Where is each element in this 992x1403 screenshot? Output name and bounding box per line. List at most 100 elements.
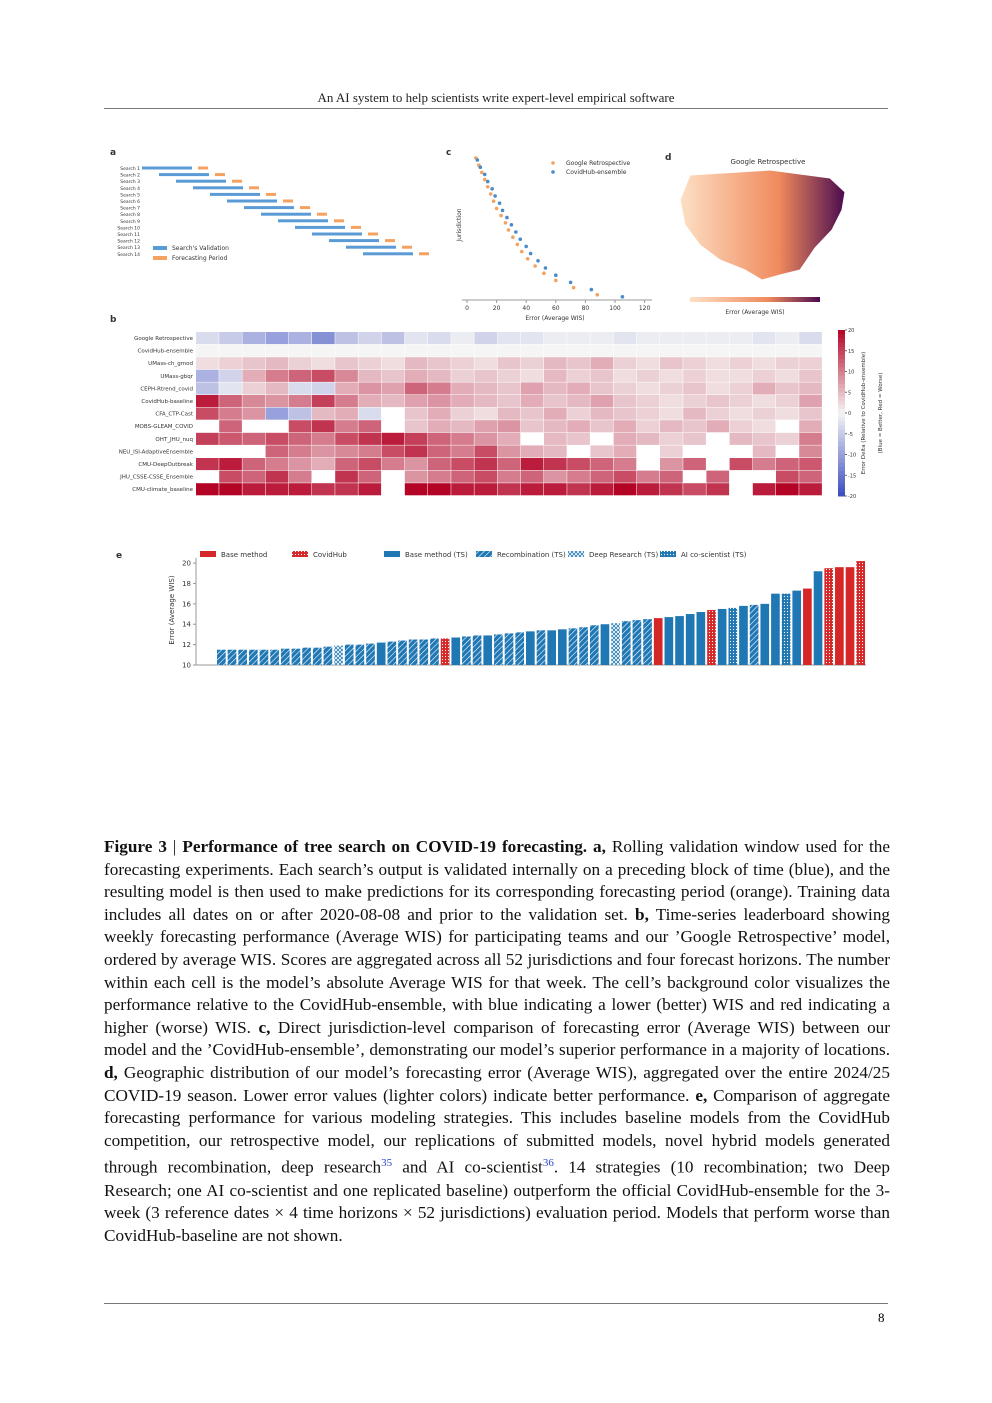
heatmap-cell	[265, 458, 289, 471]
heatmap-cell	[729, 382, 753, 395]
label: UMass-gbqr	[160, 374, 193, 380]
citation[interactable]: 36	[542, 1157, 554, 1170]
heatmap-cell	[567, 407, 590, 420]
bar	[217, 649, 226, 665]
heatmap-cell	[660, 458, 683, 471]
heatmap-cell	[404, 458, 428, 471]
heatmap-cell	[451, 420, 474, 433]
scatter-point	[514, 230, 518, 234]
heatmap-cell	[404, 357, 428, 370]
heatmap-cell	[335, 344, 358, 357]
bar	[419, 639, 429, 665]
label: c	[446, 148, 451, 158]
citation[interactable]: 35	[381, 1157, 393, 1170]
heatmap-cell	[288, 369, 312, 382]
bar	[515, 632, 525, 665]
label: Search 4	[120, 186, 140, 192]
scatter-point	[515, 242, 520, 247]
bar	[494, 634, 503, 665]
heatmap-cell	[358, 432, 382, 445]
heatmap-cell	[567, 332, 590, 345]
forecast-block	[385, 239, 395, 243]
heatmap-cell	[520, 483, 544, 496]
heatmap-cell	[776, 382, 799, 395]
heatmap-cell	[799, 445, 822, 458]
bar	[653, 618, 663, 665]
heatmap-cell	[520, 420, 544, 433]
heatmap-cell	[706, 382, 730, 395]
bar	[685, 614, 695, 665]
heatmap-cell	[683, 395, 706, 408]
label: -5	[848, 432, 853, 438]
heatmap-cell	[497, 332, 521, 345]
scatter-point	[543, 266, 548, 270]
heatmap-cell	[752, 483, 776, 496]
heatmap-cell	[312, 432, 335, 445]
bar	[675, 616, 684, 665]
label: 80	[582, 305, 590, 312]
heatmap-cell	[729, 369, 753, 382]
label: Base method (TS)	[405, 551, 468, 559]
label: b	[110, 315, 117, 325]
bar	[238, 649, 247, 665]
label: e	[116, 551, 122, 561]
heatmap-cell	[451, 407, 474, 420]
heatmap-cell	[381, 357, 405, 370]
bar	[792, 590, 802, 665]
label: 20	[848, 328, 854, 334]
heatmap-cell	[613, 344, 637, 357]
bar	[845, 567, 855, 665]
label: CMU-DeepOutbreak	[138, 462, 193, 468]
forecast-block	[419, 252, 429, 256]
validation-block	[261, 212, 311, 216]
heatmap-cell	[428, 483, 451, 496]
heatmap-cell	[660, 432, 683, 445]
label: Search 12	[117, 239, 140, 245]
scatter-point	[503, 221, 508, 225]
validation-block	[346, 245, 396, 249]
heatmap-cell	[776, 369, 799, 382]
heatmap-cell	[404, 483, 428, 496]
caption-text: Rolling validation window used for the f…	[104, 837, 890, 924]
colorbar	[690, 297, 820, 302]
heatmap-cell	[451, 445, 474, 458]
heatmap-cell	[265, 407, 289, 420]
colorbar-step	[838, 388, 845, 393]
label: Error Delta (Relative to CovidHub-ensemb…	[861, 352, 867, 475]
legend-swatch	[384, 551, 400, 557]
heatmap-cell	[358, 382, 382, 395]
heatmap-cell	[219, 458, 242, 471]
colorbar-step	[838, 404, 845, 410]
heatmap-cell	[613, 483, 637, 496]
label: Search 1	[120, 166, 140, 172]
heatmap-cell	[312, 458, 335, 471]
heatmap-cell	[590, 458, 614, 471]
colorbar-step	[838, 346, 845, 352]
heatmap-cell	[242, 344, 266, 357]
validation-block	[227, 199, 277, 203]
heatmap-cell	[497, 407, 521, 420]
caption-text: Geographic distribution of our model’s f…	[104, 1062, 890, 1105]
heatmap-cell	[660, 395, 683, 408]
heatmap-cell	[636, 470, 660, 483]
heatmap-cell	[358, 470, 382, 483]
label: 120	[639, 305, 651, 312]
colorbar-step	[838, 379, 845, 385]
heatmap-cell	[312, 369, 335, 382]
colorbar-step	[838, 342, 845, 348]
heatmap-cell	[799, 369, 822, 382]
colorbar-step	[838, 450, 845, 455]
caption-text: e,	[695, 1085, 708, 1105]
heatmap-cell	[544, 332, 567, 345]
heatmap-cell	[660, 332, 683, 345]
heatmap-cell	[219, 407, 242, 420]
forecast-block	[368, 232, 378, 236]
validation-block	[159, 173, 209, 177]
bar	[568, 628, 578, 665]
heatmap-cell	[404, 344, 428, 357]
heatmap-cell	[520, 407, 544, 420]
heatmap-cell	[451, 432, 474, 445]
heatmap-cell	[335, 357, 358, 370]
label: Deep Research (TS)	[589, 551, 658, 559]
